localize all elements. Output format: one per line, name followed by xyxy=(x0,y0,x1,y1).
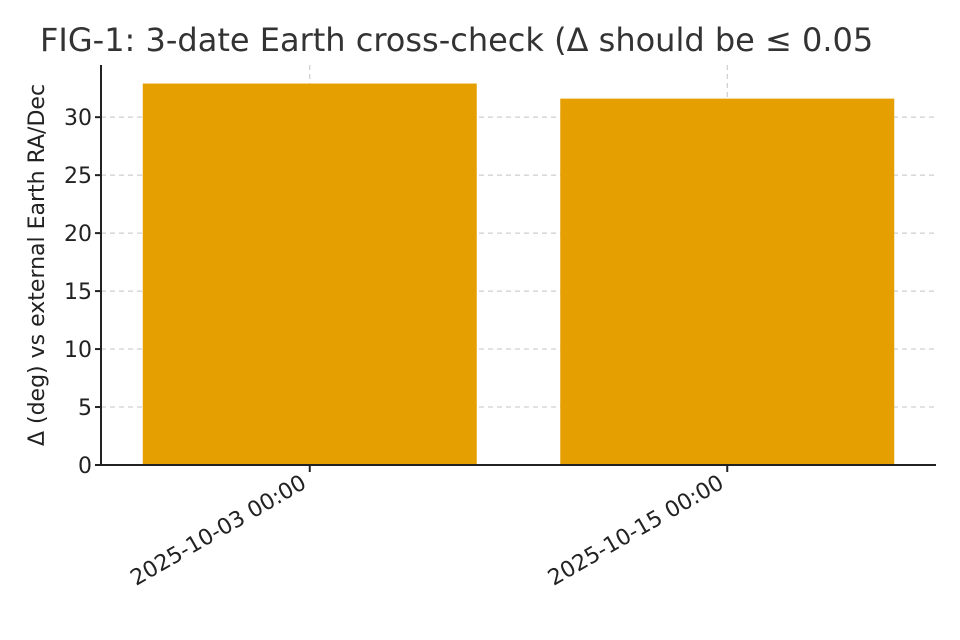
y-tick-label: 30 xyxy=(64,106,92,131)
y-tick-label: 10 xyxy=(64,338,92,363)
x-tick-label: 2025-10-03 00:00 xyxy=(127,471,311,592)
bar xyxy=(560,98,895,465)
y-tick-label: 25 xyxy=(64,164,92,189)
y-ticks: 0 5 10 15 20 25 30 xyxy=(64,106,101,479)
y-tick-label: 5 xyxy=(78,396,92,421)
axes xyxy=(100,65,936,466)
y-tick-label: 15 xyxy=(64,280,92,305)
y-axis-label: Δ (deg) vs external Earth RA/Dec xyxy=(25,84,50,446)
y-tick-label: 20 xyxy=(64,222,92,247)
y-tick-label: 0 xyxy=(78,454,92,479)
x-tick-label: 2025-10-15 00:00 xyxy=(544,471,728,592)
chart-title: FIG-1: 3-date Earth cross-check (Δ shoul… xyxy=(40,21,873,59)
bars xyxy=(142,83,895,466)
bar xyxy=(142,83,477,466)
x-ticks: 2025-10-03 00:00 2025-10-15 00:00 xyxy=(127,465,729,591)
